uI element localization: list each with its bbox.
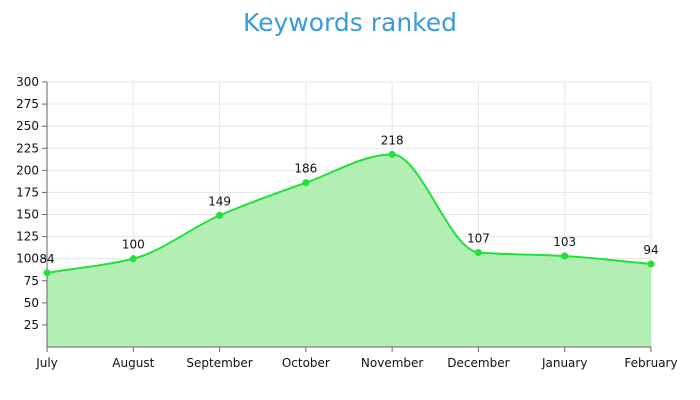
x-tick-label: January <box>541 356 588 370</box>
x-tick-label: September <box>186 356 252 370</box>
data-point <box>647 260 655 268</box>
data-label: 107 <box>467 231 490 245</box>
data-label: 100 <box>122 238 145 252</box>
data-point <box>129 255 137 263</box>
y-tick-label: 150 <box>16 208 39 222</box>
x-tick-label: October <box>282 356 330 370</box>
data-point <box>302 179 310 187</box>
x-tick-label: December <box>447 356 509 370</box>
series-area-fill <box>47 154 651 347</box>
data-labels: 84 100 149 186 218 107 103 94 <box>39 133 658 265</box>
y-tick-label: 75 <box>24 274 39 288</box>
area-layer <box>46 153 652 347</box>
x-tick-label: August <box>112 356 154 370</box>
x-tick-label: November <box>361 356 423 370</box>
series-line <box>46 153 652 274</box>
y-tick-label: 225 <box>16 141 39 155</box>
data-point <box>388 150 396 158</box>
y-tick-label: 200 <box>16 163 39 177</box>
axes: 25 50 75 100 125 150 175 200 225 250 275 300 July Aug… <box>16 75 678 370</box>
data-label: 149 <box>208 194 231 208</box>
data-point <box>216 211 224 219</box>
data-point <box>474 248 482 256</box>
data-label: 218 <box>381 133 404 147</box>
x-tick-label: February <box>624 356 677 370</box>
x-tick-label: July <box>35 356 58 370</box>
y-tick-label: 100 <box>16 252 39 266</box>
y-tick-label: 25 <box>24 318 39 332</box>
y-tick-label: 300 <box>16 75 39 89</box>
y-tick-label: 250 <box>16 119 39 133</box>
chart-title: Keywords ranked <box>242 8 458 37</box>
y-tick-label: 275 <box>16 97 39 111</box>
data-label: 84 <box>39 252 54 266</box>
data-point <box>43 269 51 277</box>
data-label: 186 <box>294 162 317 176</box>
data-label: 94 <box>643 243 658 257</box>
data-label: 103 <box>553 235 576 249</box>
y-tick-label: 125 <box>16 230 39 244</box>
data-point <box>561 252 569 260</box>
data-points <box>43 150 655 277</box>
y-tick-label: 50 <box>24 296 39 310</box>
y-tick-label: 175 <box>16 185 39 199</box>
